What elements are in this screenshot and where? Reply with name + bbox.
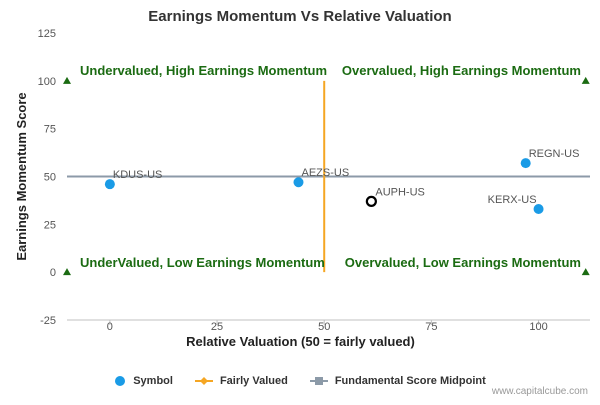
data-point [104,179,115,190]
x-axis-label: Relative Valuation (50 = fairly valued) [186,334,415,349]
legend: Symbol Fairly Valued Fundamental Score M… [0,372,600,392]
data-point [520,158,531,169]
legend-item-midpoint[interactable]: Fundamental Score Midpoint [309,372,486,390]
y-tick-label: 100 [38,76,56,88]
data-point [533,204,544,215]
quadrant-label-bottom-right: Overvalued, Low Earnings Momentum [345,255,581,270]
legend-label-symbol: Symbol [133,375,173,387]
corner-marker [63,268,71,276]
chart-title: Earnings Momentum Vs Relative Valuation [148,8,451,25]
y-tick-label: 0 [50,267,56,279]
highlight-point [365,195,377,207]
legend-item-fairly-valued[interactable]: Fairly Valued [194,372,288,390]
legend-item-symbol[interactable]: Symbol [114,372,173,390]
quadrant-label-bottom-left: UnderValued, Low Earnings Momentum [80,255,325,270]
data-label: REGN-US [529,148,580,160]
data-label: KDUS-US [113,169,163,181]
legend-label-midpoint: Fundamental Score Midpoint [334,375,486,387]
y-tick-label: 75 [44,124,56,136]
corner-marker [581,76,590,84]
data-label: AEZS-US [301,167,349,179]
x-tick-label: 0 [107,321,113,333]
quadrant-label-top-right: Overvalued, High Earnings Momentum [342,63,581,78]
data-point [293,177,304,188]
y-tick-label: -25 [40,315,56,327]
highlight-label: AUPH-US [375,186,425,198]
x-tick-label: 75 [425,321,437,333]
legend-label-fairly-valued: Fairly Valued [219,375,288,387]
quadrant-label-top-left: Undervalued, High Earnings Momentum [80,63,327,78]
legend-symbol-marker [115,376,126,386]
corner-marker [63,76,71,84]
corner-marker [581,268,590,276]
x-tick-label: 25 [211,321,223,333]
x-tick-label: 100 [529,321,547,333]
x-tick-label: 50 [318,321,330,333]
legend-midpoint-marker [309,377,328,385]
y-tick-label: 25 [44,219,56,231]
y-tick-label: 125 [38,28,56,40]
data-label: KERX-US [488,194,537,206]
y-axis-label: Earnings Momentum Score [14,92,29,260]
legend-fairly-valued-marker [194,377,213,385]
credit-text: www.capitalcube.com [491,386,588,397]
y-tick-label: 50 [44,172,56,184]
